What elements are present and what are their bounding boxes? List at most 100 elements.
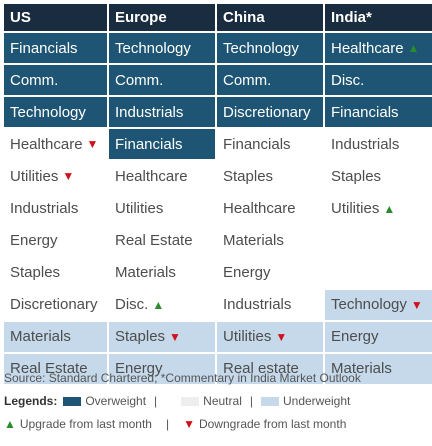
sector-label: Technology bbox=[115, 39, 191, 57]
table-cell: Utilities ▼ bbox=[4, 161, 107, 192]
sector-label: Discretionary bbox=[223, 103, 311, 121]
upgrade-arrow-icon: ▲ bbox=[383, 201, 396, 216]
downgrade-arrow-icon: ▼ bbox=[62, 169, 75, 184]
legend-underweight: Underweight bbox=[282, 394, 351, 408]
table-cell: Energy bbox=[325, 321, 432, 352]
sector-label: Materials bbox=[10, 328, 71, 346]
table-cell: Industrials bbox=[4, 193, 107, 224]
sector-label: Comm. bbox=[10, 71, 59, 89]
sector-label: Materials bbox=[223, 232, 284, 250]
legend-title: Legends: bbox=[4, 394, 58, 408]
table-cell: Financials bbox=[4, 33, 107, 64]
sector-label: Financials bbox=[331, 103, 399, 121]
sector-label: Healthcare bbox=[223, 200, 296, 218]
table-cell: Materials bbox=[217, 225, 323, 256]
table-cell: Real Estate bbox=[109, 225, 215, 256]
table-cell: Technology bbox=[109, 33, 215, 64]
header-india: India* bbox=[325, 4, 432, 31]
sector-label: Materials bbox=[331, 360, 392, 378]
table-cell: Comm. bbox=[4, 65, 107, 96]
table-cell: Financials bbox=[217, 129, 323, 160]
sector-label: Utilities bbox=[10, 167, 59, 185]
sector-label: Energy bbox=[223, 264, 271, 282]
table-cell: Real estate bbox=[217, 353, 323, 385]
table-cell: Materials bbox=[325, 353, 432, 385]
sector-label: Energy bbox=[115, 360, 163, 378]
table-cell bbox=[325, 225, 432, 256]
table-cell: Healthcare ▼ bbox=[4, 129, 107, 160]
sector-label: Staples bbox=[223, 167, 274, 185]
sector-label: Utilities bbox=[115, 200, 164, 218]
sector-label: Healthcare bbox=[115, 167, 188, 185]
arrow-legend: ▲ Upgrade from last month | ▼ Downgrade … bbox=[4, 417, 346, 431]
sector-label: Financials bbox=[10, 39, 78, 57]
legend: Legends: Overweight | Neutral | Underwei… bbox=[4, 394, 350, 408]
downgrade-arrow-icon: ▼ bbox=[86, 137, 99, 152]
sector-label: Industrials bbox=[10, 200, 79, 218]
legend-overweight: Overweight bbox=[85, 394, 147, 408]
table-cell: Healthcare bbox=[109, 161, 215, 192]
sector-label: Disc. bbox=[115, 296, 149, 314]
table-cell: Staples bbox=[325, 161, 432, 192]
sector-label: Utilities bbox=[223, 328, 272, 346]
neutral-swatch bbox=[181, 396, 200, 406]
sector-label: Real Estate bbox=[10, 360, 88, 378]
upgrade-arrow-icon: ▲ bbox=[407, 41, 420, 56]
sector-label: Real Estate bbox=[115, 232, 193, 250]
table-cell: Staples ▼ bbox=[109, 321, 215, 352]
sector-label: Industrials bbox=[331, 135, 400, 153]
legend-separator: | bbox=[165, 417, 170, 431]
header-europe: Europe bbox=[109, 4, 215, 31]
table-cell: Staples bbox=[4, 257, 107, 288]
legend-neutral: Neutral bbox=[203, 394, 242, 408]
sector-label: Industrials bbox=[223, 296, 292, 314]
sector-label: Comm. bbox=[223, 71, 272, 89]
table-cell: Disc. ▲ bbox=[109, 289, 215, 320]
sector-label: Energy bbox=[10, 232, 58, 250]
table-cell: Real Estate bbox=[4, 353, 107, 385]
downgrade-arrow-icon: ▼ bbox=[410, 297, 423, 312]
downgrade-arrow-icon: ▼ bbox=[183, 417, 195, 431]
legend-downgrade: Downgrade from last month bbox=[198, 417, 347, 431]
table-cell: Staples bbox=[217, 161, 323, 192]
table-cell: Healthcare bbox=[217, 193, 323, 224]
sector-label: Staples bbox=[331, 167, 382, 185]
table-cell: Utilities ▲ bbox=[325, 193, 432, 224]
sector-label: Healthcare bbox=[10, 135, 83, 153]
table-cell: Industrials bbox=[325, 129, 432, 160]
sector-label: Technology bbox=[10, 103, 86, 121]
source-note: Source: Standard Chartered; *Commentary … bbox=[4, 371, 361, 385]
downgrade-arrow-icon: ▼ bbox=[169, 329, 181, 344]
underweight-swatch bbox=[260, 396, 279, 406]
table-cell bbox=[325, 257, 432, 288]
table-cell: Energy bbox=[109, 353, 215, 385]
table-cell: Healthcare ▲ bbox=[325, 33, 432, 64]
table-cell: Energy bbox=[217, 257, 323, 288]
sector-label: Financials bbox=[223, 135, 291, 153]
sector-label: Disc. bbox=[331, 71, 365, 89]
sector-label: Technology bbox=[223, 39, 299, 57]
upgrade-arrow-icon: ▲ bbox=[152, 297, 165, 312]
table-cell: Materials bbox=[4, 321, 107, 352]
sector-label: Real estate bbox=[223, 360, 299, 378]
table-cell: Financials bbox=[325, 97, 432, 128]
table-cell: Technology bbox=[4, 97, 107, 128]
table-cell: Energy bbox=[4, 225, 107, 256]
header-china: China bbox=[217, 4, 323, 31]
overweight-swatch bbox=[63, 396, 82, 406]
table-cell: Discretionary bbox=[217, 97, 323, 128]
sector-label: Technology bbox=[331, 296, 407, 314]
downgrade-arrow-icon: ▼ bbox=[275, 329, 288, 344]
table-cell: Financials bbox=[109, 129, 215, 160]
sector-label: Industrials bbox=[115, 103, 184, 121]
sector-label: Staples bbox=[115, 328, 166, 346]
sector-label: Utilities bbox=[331, 200, 380, 218]
table-cell: Comm. bbox=[217, 65, 323, 96]
table-cell: Technology bbox=[217, 33, 323, 64]
legend-separator: | bbox=[249, 394, 253, 408]
sector-label: Materials bbox=[115, 264, 176, 282]
table-cell: Materials bbox=[109, 257, 215, 288]
sector-allocation-table: US Europe China India* Financials Technol… bbox=[4, 4, 432, 385]
upgrade-arrow-icon: ▲ bbox=[4, 417, 16, 431]
sector-label: Energy bbox=[331, 328, 379, 346]
